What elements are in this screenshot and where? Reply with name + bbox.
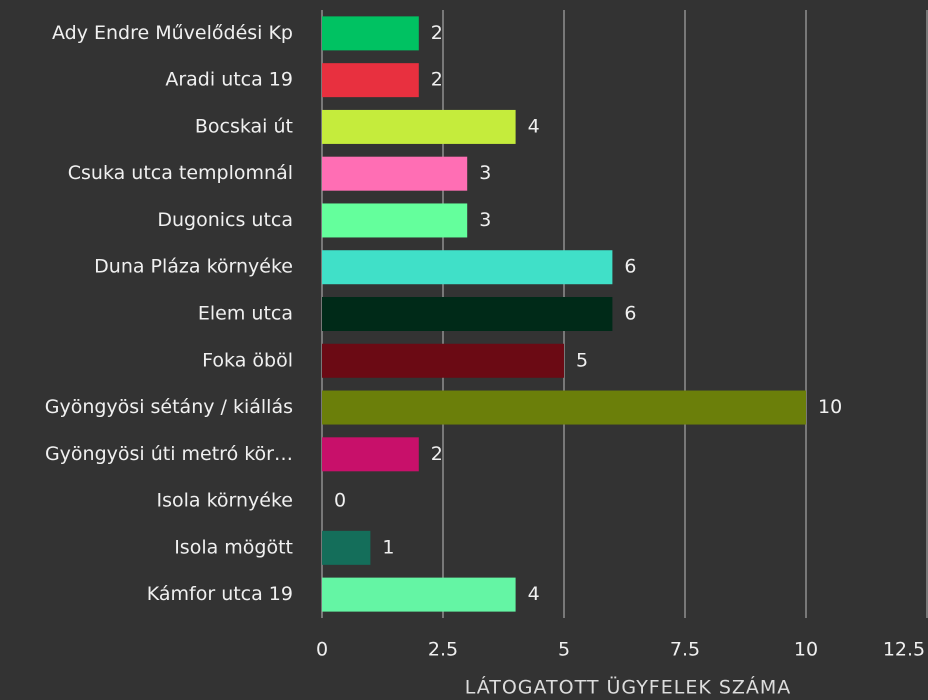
value-label: 0 [334, 490, 346, 512]
bar [322, 63, 419, 98]
bar [322, 577, 516, 612]
y-tick-label: Isola környéke [156, 490, 293, 512]
y-tick-label: Csuka utca templomnál [68, 162, 293, 184]
y-tick-label: Ady Endre Művelődési Kp [52, 22, 293, 44]
y-tick-label: Kámfor utca 19 [147, 583, 293, 605]
bar [322, 530, 371, 565]
y-tick-label: Isola mögött [174, 536, 293, 558]
bar [322, 437, 419, 472]
bar [322, 343, 564, 378]
y-tick-label: Gyöngyösi úti metró kör… [45, 443, 293, 465]
value-label: 2 [431, 443, 443, 465]
bar [322, 250, 613, 285]
bar [322, 16, 419, 51]
value-label: 4 [528, 115, 540, 137]
value-label: 2 [431, 22, 443, 44]
bar [322, 109, 516, 144]
y-tick-label: Dugonics utca [157, 209, 293, 231]
bar [322, 156, 468, 191]
bar [322, 390, 806, 425]
y-tick-label: Aradi utca 19 [165, 69, 293, 91]
value-label: 3 [479, 209, 491, 231]
y-tick-label: Duna Pláza környéke [94, 256, 293, 278]
value-label: 2 [431, 69, 443, 91]
x-tick-label: 10 [794, 639, 818, 661]
x-tick-label: 0 [316, 639, 328, 661]
y-tick-label: Bocskai út [195, 115, 293, 137]
y-tick-label: Gyöngyösi sétány / kiállás [45, 396, 293, 418]
bar [322, 203, 468, 238]
x-tick-label: 12.5 [883, 639, 925, 661]
bar [322, 297, 613, 331]
value-label: 6 [624, 303, 636, 325]
value-label: 5 [576, 349, 588, 371]
value-label: 6 [624, 256, 636, 278]
value-label: 4 [528, 583, 540, 605]
x-tick-label: 7.5 [670, 639, 700, 661]
value-label: 1 [382, 536, 394, 558]
x-tick-label: 5 [558, 639, 570, 661]
y-tick-label: Elem utca [198, 303, 293, 325]
x-tick-label: 2.5 [428, 639, 458, 661]
value-label: 3 [479, 162, 491, 184]
value-label: 10 [818, 396, 842, 418]
y-tick-label: Foka öböl [202, 349, 293, 371]
x-axis-label: LÁTOGATOTT ÜGYFELEK SZÁMA [465, 676, 792, 699]
